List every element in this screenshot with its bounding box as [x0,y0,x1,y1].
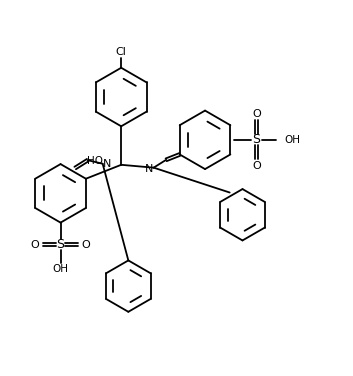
Text: OH: OH [53,264,68,274]
Text: S: S [56,238,65,251]
Text: Cl: Cl [116,47,127,57]
Text: N: N [103,159,111,169]
Text: OH: OH [284,135,300,145]
Text: O: O [252,109,261,119]
Text: S: S [252,133,261,146]
Text: O: O [82,240,91,250]
Text: N: N [145,164,154,174]
Text: HO: HO [86,156,103,165]
Text: O: O [252,161,261,171]
Text: O: O [30,240,39,250]
